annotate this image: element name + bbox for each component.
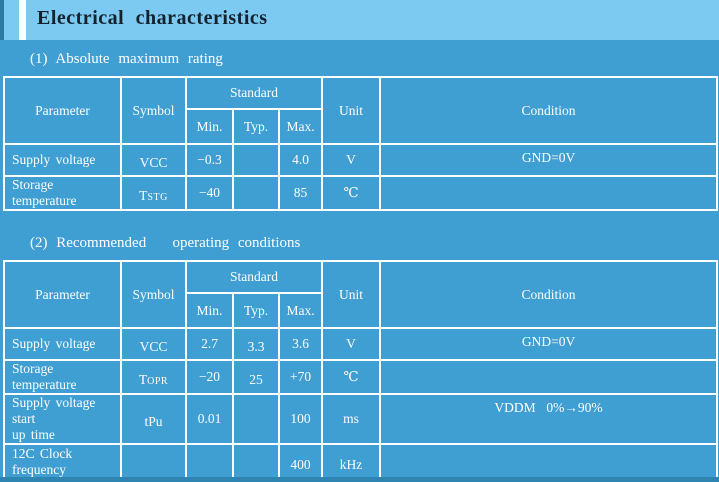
cell-typ: 3.3 (232, 327, 280, 361)
symbol-main: tPu (144, 414, 163, 429)
column-header-unit: Unit (321, 76, 382, 145)
column-header-symbol: Symbol (120, 76, 187, 145)
section-heading-recommended-operating-conditions: (2) Recommended operating conditions (30, 235, 301, 251)
column-header-parameter: Parameter (3, 76, 122, 145)
table-row-supply-voltage-start-up-time: Supply voltage start up time tPu 0.01 10… (3, 393, 719, 445)
section-recommended-operating-conditions: (2) Recommended operating conditions Par… (0, 234, 719, 480)
table-row-12c-clock-frequency: 12C Clock frequency 400 kHz (3, 443, 719, 480)
symbol-main: T (139, 188, 148, 203)
cell-min: −0.3 (185, 143, 234, 177)
cell-min: 2.7 (185, 327, 234, 361)
cell-unit: V (321, 327, 382, 361)
cell-max: 85 (277, 175, 324, 211)
symbol-subscript: OPR (147, 376, 169, 387)
recommended-operating-conditions-table: Parameter Symbol Standard Unit Condition… (3, 260, 719, 480)
cell-condition (379, 175, 719, 211)
page-bottom-edge (0, 477, 719, 482)
cell-min: −40 (185, 175, 234, 211)
column-header-condition: Condition (379, 76, 719, 145)
cell-unit: V (321, 143, 382, 177)
cell-unit: ℃ (321, 175, 382, 211)
cell-typ (232, 443, 280, 480)
cell-unit: kHz (321, 443, 382, 480)
cell-unit: ms (321, 393, 382, 445)
cell-typ (232, 175, 280, 211)
cell-min: 0.01 (185, 393, 234, 445)
cell-symbol (120, 443, 187, 480)
cell-symbol: VCC (120, 143, 187, 177)
cell-max: 400 (277, 443, 324, 480)
cell-parameter: Supply voltage (3, 143, 122, 177)
cell-typ (232, 143, 280, 177)
cell-parameter: Storage temperature (3, 175, 122, 211)
symbol-main: VCC (139, 155, 168, 170)
column-header-max: Max. (277, 292, 324, 329)
cell-max: 3.6 (277, 327, 324, 361)
title-bar: Electrical characteristics (0, 0, 719, 40)
cell-max: 100 (277, 393, 324, 445)
cell-typ: 25 (232, 359, 280, 395)
cell-parameter: Storage temperature (3, 359, 122, 395)
table-row-supply-voltage: Supply voltage VCC −0.3 4.0 V GND=0V (3, 143, 719, 177)
title-accent-bar (19, 0, 26, 40)
column-header-min: Min. (185, 292, 234, 329)
cell-condition (379, 443, 719, 480)
column-header-standard: Standard (184, 76, 324, 110)
table-row-supply-voltage: Supply voltage VCC 2.7 3.3 3.6 V GND=0V (3, 327, 719, 361)
column-header-min: Min. (185, 108, 234, 145)
column-header-condition: Condition (379, 260, 719, 329)
absolute-maximum-rating-table: Parameter Symbol Standard Unit Condition… (3, 76, 719, 211)
symbol-main: VCC (139, 339, 168, 354)
column-header-unit: Unit (321, 260, 382, 329)
cell-symbol: tPu (120, 393, 187, 445)
table-row-storage-temperature: Storage temperature TOPR −20 25 +70 ℃ (3, 359, 719, 395)
column-header-parameter: Parameter (3, 260, 122, 329)
column-header-typ: Typ. (232, 108, 280, 145)
cell-min: −20 (185, 359, 234, 395)
cell-condition: VDDM 0%→90% (379, 393, 719, 445)
cell-max: 4.0 (277, 143, 324, 177)
column-header-symbol: Symbol (120, 260, 187, 329)
cell-condition: GND=0V (379, 327, 719, 361)
cell-condition: GND=0V (379, 143, 719, 177)
cell-condition (379, 359, 719, 395)
cell-min (185, 443, 234, 480)
page-title: Electrical characteristics (37, 7, 268, 29)
cell-typ (232, 393, 280, 445)
cell-symbol: VCC (120, 327, 187, 361)
page-edge-shadow (0, 0, 4, 40)
cell-symbol: TSTG (120, 175, 187, 211)
symbol-subscript: STG (147, 192, 168, 203)
column-header-standard: Standard (184, 260, 324, 294)
section-heading-absolute-maximum-rating: (1) Absolute maximum rating (30, 51, 223, 67)
column-header-max: Max. (277, 108, 324, 145)
symbol-main: T (138, 372, 148, 387)
cell-symbol: TOPR (120, 359, 187, 395)
cell-parameter: Supply voltage (3, 327, 122, 361)
cell-max: +70 (277, 359, 324, 395)
cell-parameter: 12C Clock frequency (3, 443, 122, 480)
table-row-storage-temperature: Storage temperature TSTG −40 85 ℃ (3, 175, 719, 211)
column-header-typ: Typ. (232, 292, 280, 329)
section-absolute-maximum-rating: (1) Absolute maximum rating Parameter Sy… (0, 50, 719, 211)
cell-parameter: Supply voltage start up time (3, 393, 122, 445)
cell-unit: ℃ (321, 359, 382, 395)
